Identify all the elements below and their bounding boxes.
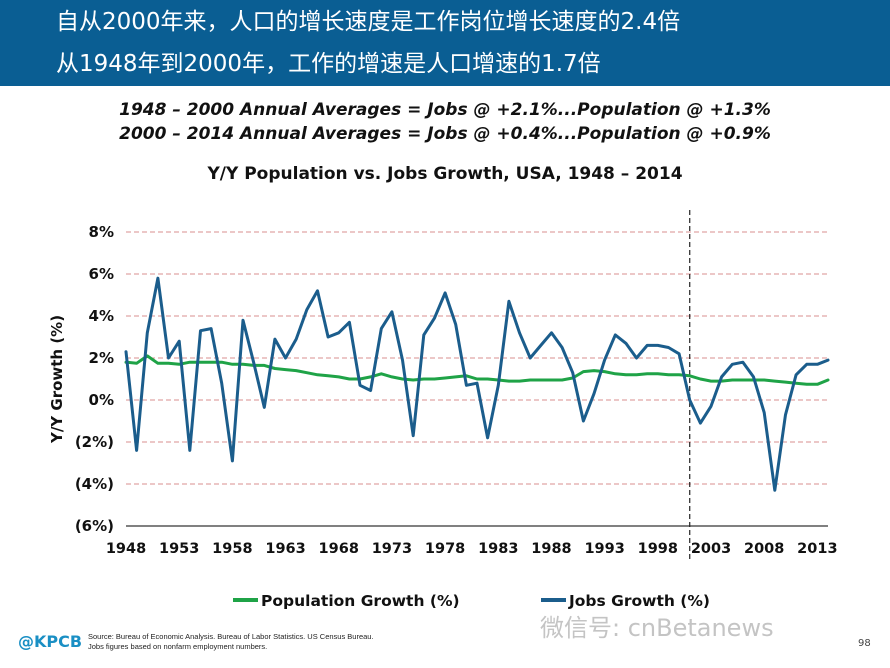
x-tick-label: 1963 — [265, 541, 305, 557]
header-banner: 自从2000年来，人口的增长速度是工作岗位增长速度的2.4倍 从1948年到20… — [0, 0, 890, 86]
y-tick-label: 4% — [89, 307, 114, 325]
source-note-2: Jobs figures based on nonfarm employment… — [88, 642, 268, 651]
x-tick-label: 1978 — [425, 541, 465, 557]
chart-title: Y/Y Population vs. Jobs Growth, USA, 194… — [207, 164, 683, 184]
x-tick-label: 1993 — [584, 541, 624, 557]
population-growth-line — [124, 354, 830, 386]
legend-population-label: Population Growth (%) — [261, 592, 460, 610]
x-tick-label: 1973 — [372, 541, 412, 557]
y-axis-label: Y/Y Growth (%) — [48, 315, 66, 444]
x-tick-label: 1948 — [106, 541, 146, 557]
x-tick-label: 2013 — [797, 541, 837, 557]
y-tick-label: 8% — [89, 223, 114, 241]
x-tick-label: 1953 — [159, 541, 199, 557]
subtitle-line-2: 2000 – 2014 Annual Averages = Jobs @ +0.… — [119, 124, 771, 144]
header-line-2: 从1948年到2000年，工作的增速是人口增速的1.7倍 — [56, 51, 601, 77]
y-tick-label: 6% — [89, 265, 114, 283]
kpcb-logo: @KPCB — [18, 632, 83, 651]
x-tick-label: 1958 — [212, 541, 252, 557]
x-tick-label: 2008 — [744, 541, 784, 557]
source-note-1: Source: Bureau of Economic Analysis. Bur… — [88, 632, 374, 641]
x-tick-label: 1998 — [638, 541, 678, 557]
legend-jobs-label: Jobs Growth (%) — [568, 592, 710, 610]
wechat-watermark: 微信号: cnBetanews — [540, 614, 774, 642]
y-tick-label: (4%) — [75, 475, 114, 493]
page-number: 98 — [858, 638, 871, 649]
y-tick-label: (2%) — [75, 433, 114, 451]
y-tick-label: (6%) — [75, 517, 114, 535]
subtitle-line-1: 1948 – 2000 Annual Averages = Jobs @ +2.… — [119, 100, 771, 120]
y-tick-label: 0% — [89, 391, 114, 409]
y-tick-label: 2% — [89, 349, 114, 367]
header-line-1: 自从2000年来，人口的增长速度是工作岗位增长速度的2.4倍 — [56, 9, 681, 35]
x-tick-label: 1988 — [531, 541, 571, 557]
x-tick-label: 1968 — [319, 541, 359, 557]
x-tick-label: 2003 — [691, 541, 731, 557]
x-tick-label: 1983 — [478, 541, 518, 557]
jobs-growth-line — [124, 276, 830, 492]
